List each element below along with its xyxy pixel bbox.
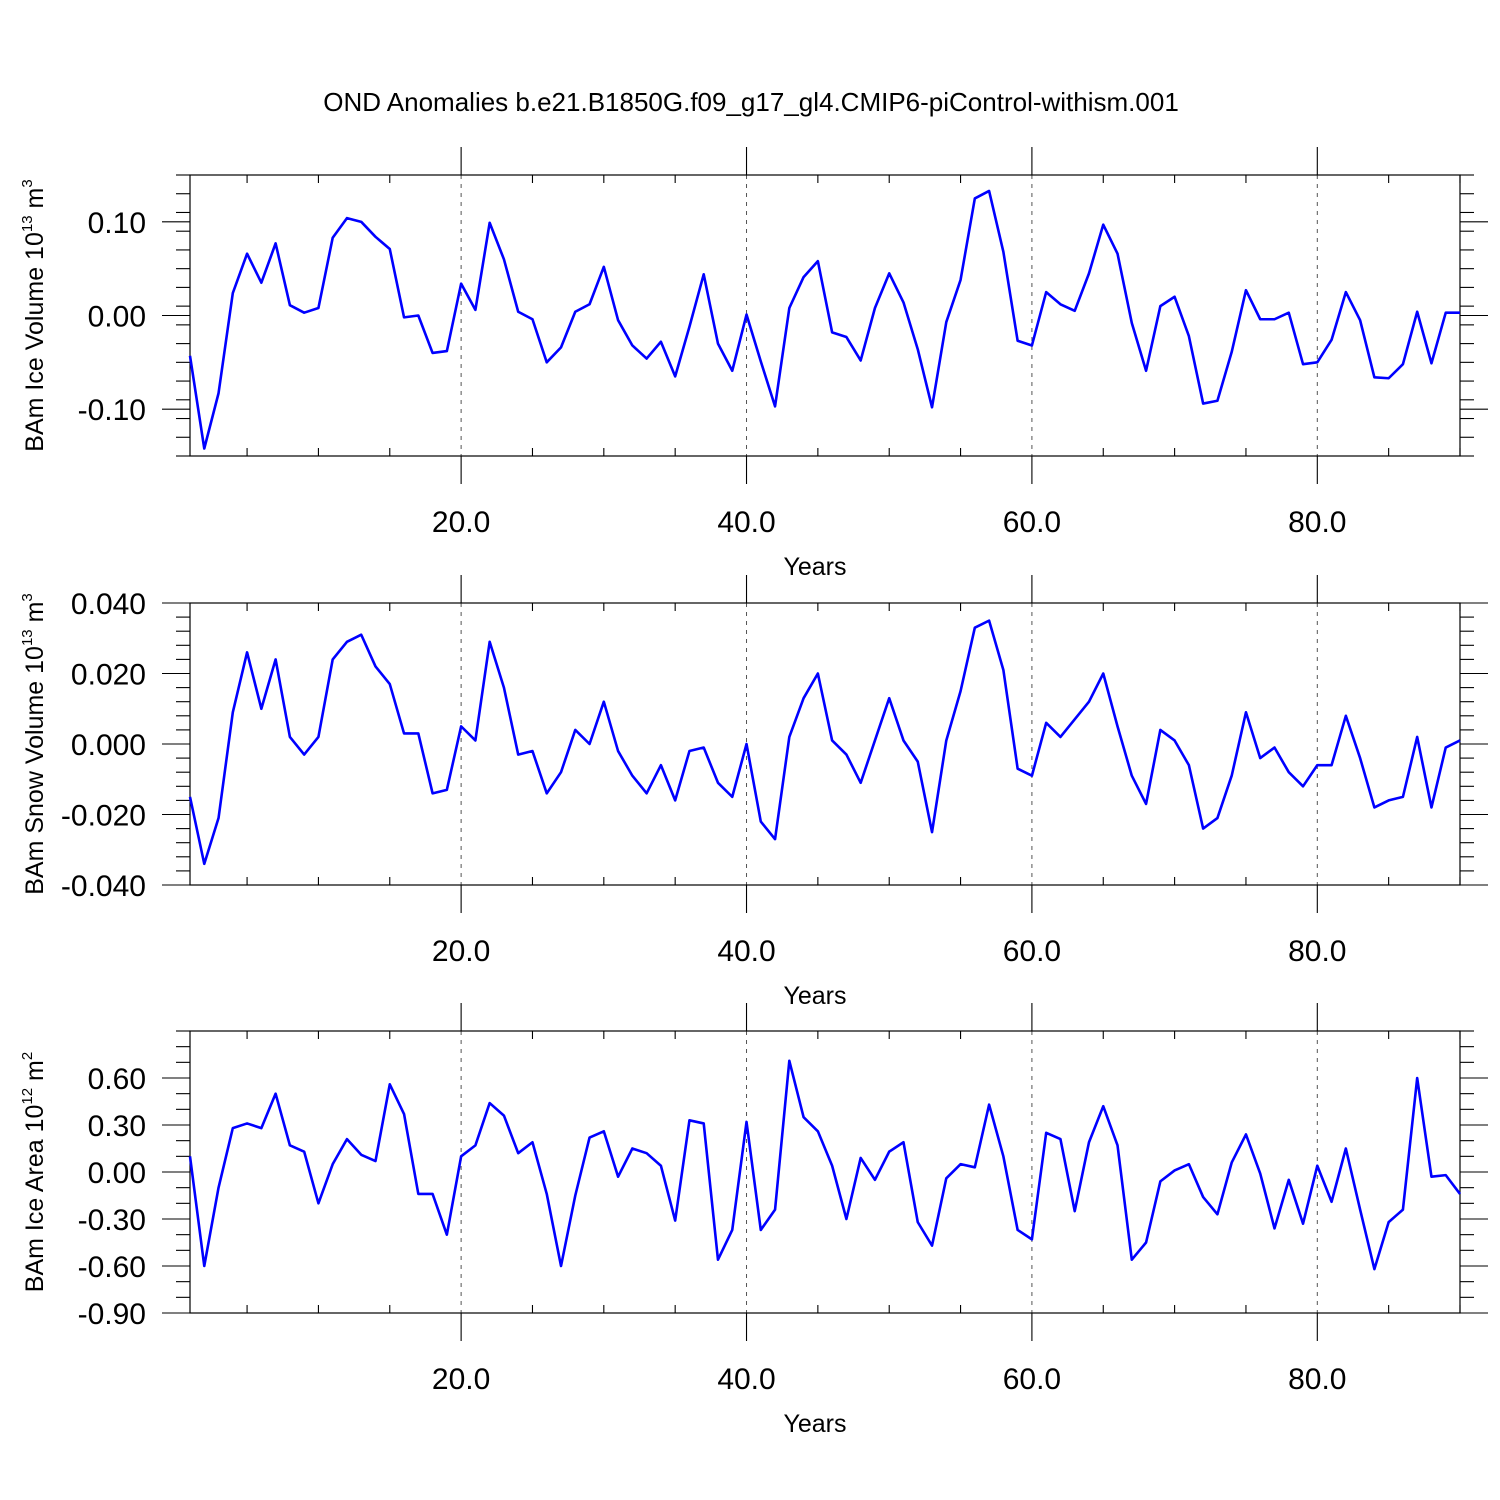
x-axis-title: Years — [783, 982, 846, 1010]
chart-panel-3: 20.0 40.0 60.0 80.0 -0.90 -0.60 -0.30 0.00 0.30 0… — [19, 1003, 1488, 1438]
y-tick-label: 0.00 — [88, 301, 146, 334]
x-tick-label: 60.0 — [1003, 935, 1061, 968]
x-tick-label: 60.0 — [1003, 506, 1061, 539]
plot-frame — [189, 1030, 1461, 1314]
y-tick-label: -0.60 — [78, 1251, 146, 1284]
x-tick-label: 80.0 — [1288, 935, 1346, 968]
x-tick-label: 40.0 — [717, 935, 775, 968]
y-tick-label: 0.000 — [71, 729, 146, 762]
x-axis-title: Years — [783, 553, 846, 581]
y-tick-label: 0.020 — [71, 659, 146, 692]
x-tick-label: 80.0 — [1288, 506, 1346, 539]
x-tick-label: 20.0 — [432, 935, 490, 968]
figure-title: OND Anomalies b.e21.B1850G.f09_g17_gl4.C… — [323, 87, 1179, 117]
plot-frame — [189, 174, 1461, 457]
x-tick-label: 80.0 — [1288, 1363, 1346, 1396]
y-tick-label: -0.040 — [61, 870, 146, 903]
x-tick-label: 40.0 — [717, 1363, 775, 1396]
y-tick-label: -0.10 — [78, 394, 146, 427]
y-axis-title: BAm Ice Area 1012 m2 — [19, 1052, 49, 1292]
y-tick-label: -0.90 — [78, 1298, 146, 1331]
x-tick-label: 60.0 — [1003, 1363, 1061, 1396]
x-tick-label: 40.0 — [717, 506, 775, 539]
y-tick-label: -0.020 — [61, 800, 146, 833]
y-tick-label: 0.00 — [88, 1157, 146, 1190]
y-tick-label: 0.30 — [88, 1110, 146, 1143]
chart-panels: 20.0 40.0 60.0 80.0 -0.10 0.00 0.10 Years BAm Ic… — [19, 147, 1488, 1438]
y-tick-label: 0.60 — [88, 1063, 146, 1096]
series-line-1 — [188, 1059, 1462, 1271]
plot-frame — [189, 602, 1461, 886]
series-line-1 — [188, 619, 1461, 866]
x-axis-title: Years — [783, 1410, 846, 1438]
chart-panel-1: 20.0 40.0 60.0 80.0 -0.10 0.00 0.10 Years BAm Ic… — [19, 147, 1488, 581]
y-tick-label: 0.10 — [88, 207, 146, 240]
series-line-1 — [188, 189, 1460, 450]
y-tick-label: -0.30 — [78, 1204, 146, 1237]
y-axis-title: BAm Ice Volume 1013 m3 — [19, 179, 49, 451]
y-axis-title: BAm Snow Volume 1013 m3 — [19, 593, 49, 895]
x-tick-label: 20.0 — [432, 506, 490, 539]
y-tick-label: 0.040 — [71, 588, 146, 621]
x-tick-label: 20.0 — [432, 1363, 490, 1396]
chart-panel-2: 20.0 40.0 60.0 80.0 -0.040 -0.020 0.000 0.020 0.… — [19, 575, 1488, 1010]
